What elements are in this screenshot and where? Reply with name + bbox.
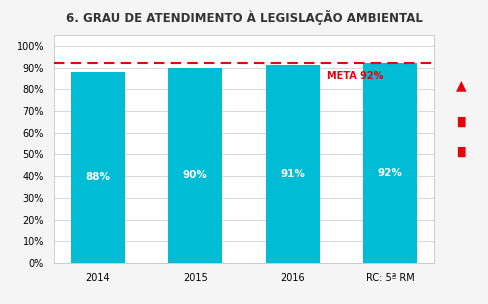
Bar <box>266 65 320 263</box>
Text: 90%: 90% <box>183 170 208 180</box>
Text: █: █ <box>457 147 465 157</box>
Text: 6. GRAU DE ATENDIMENTO À LEGISLAÇÃO AMBIENTAL: 6. GRAU DE ATENDIMENTO À LEGISLAÇÃO AMBI… <box>65 10 423 25</box>
Text: ▲: ▲ <box>456 78 467 92</box>
Bar <box>364 63 417 263</box>
Text: 88%: 88% <box>85 172 110 182</box>
Text: 91%: 91% <box>280 169 305 179</box>
Bar <box>71 72 124 263</box>
Text: 92%: 92% <box>378 168 403 178</box>
Text: █: █ <box>457 116 465 127</box>
Bar <box>168 67 222 263</box>
Text: META 92%: META 92% <box>327 71 383 81</box>
